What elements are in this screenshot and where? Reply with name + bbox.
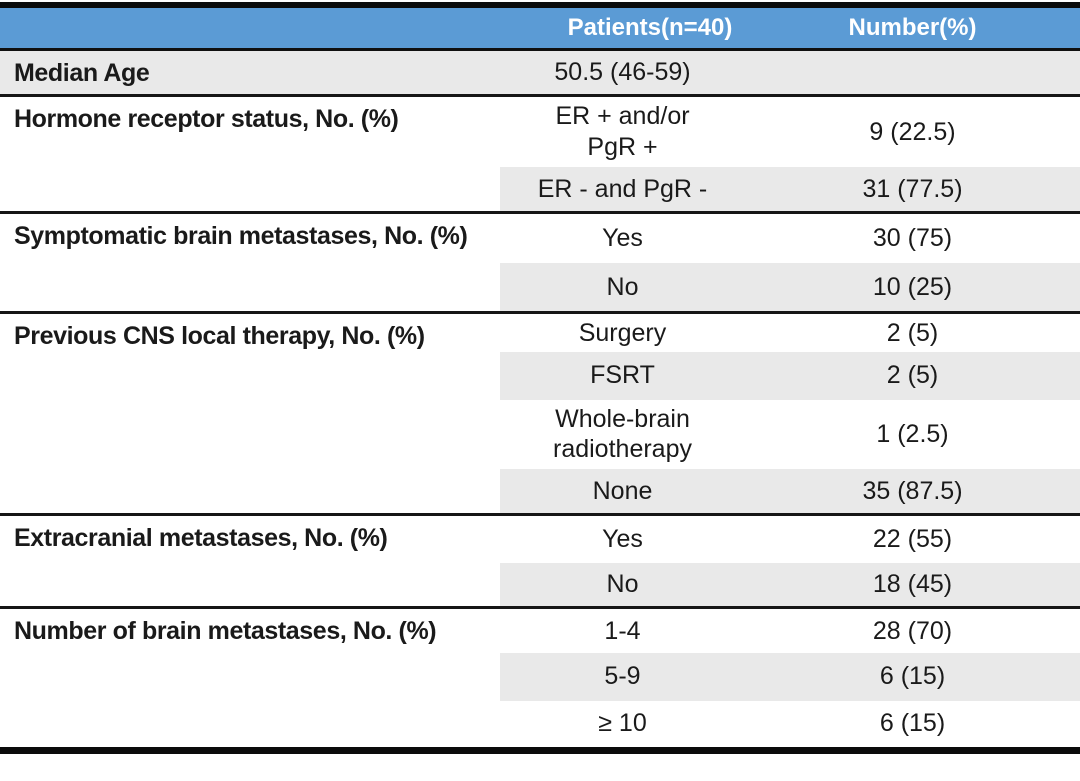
header-patients: Patients(n=40) [500,8,745,51]
row-label: Symptomatic brain metastases, No. (%) [0,212,500,313]
table-row: No 10 (25) [0,262,1080,313]
patients-cell: Surgery [500,312,745,352]
table-row: 5-9 6 (15) [0,652,1080,701]
patients-cell: 5-9 [500,652,745,701]
number-cell: 35 (87.5) [745,468,1080,515]
patient-characteristics-table: Patients(n=40) Number(%) Median Age 50.5… [0,8,1080,747]
number-cell: 22 (55) [745,514,1080,563]
number-cell: 2 (5) [745,351,1080,400]
table-row: FSRT 2 (5) [0,351,1080,400]
section-symptomatic-brain-metastases: Symptomatic brain metastases, No. (%) Ye… [0,212,1080,313]
patients-cell: ER - and PgR - [500,166,745,213]
section-extracranial-metastases: Extracranial metastases, No. (%) Yes 22 … [0,514,1080,608]
top-rule [0,2,1080,8]
header-empty-cell [0,8,500,51]
row-label: Hormone receptor status, No. (%) [0,95,500,213]
patients-cell: Yes [500,212,745,263]
table-row: Median Age 50.5 (46-59) [0,49,1080,96]
section-hormone-receptor-status: Hormone receptor status, No. (%) ER + an… [0,95,1080,213]
number-cell: 1 (2.5) [745,399,1080,469]
number-cell: 2 (5) [745,312,1080,352]
number-cell: 30 (75) [745,212,1080,263]
header-number: Number(%) [745,8,1080,51]
table-row: Hormone receptor status, No. (%) ER + an… [0,95,1080,213]
number-cell: 9 (22.5) [745,95,1080,167]
number-cell: 18 (45) [745,562,1080,608]
table-row: Whole-brain radiotherapy 1 (2.5) [0,399,1080,469]
table-header-row: Patients(n=40) Number(%) [0,8,1080,51]
number-cell [745,49,1080,96]
table-row: Symptomatic brain metastases, No. (%) Ye… [0,212,1080,313]
patients-cell: 50.5 (46-59) [500,49,745,96]
row-label: Number of brain metastases, No. (%) [0,607,500,747]
section-median-age: Median Age 50.5 (46-59) [0,49,1080,96]
patients-cell: Yes [500,514,745,563]
table-row: Previous CNS local therapy, No. (%) Surg… [0,312,1080,515]
table-header: Patients(n=40) Number(%) [0,8,1080,51]
patients-cell: No [500,262,745,313]
patients-cell: 1-4 [500,607,745,653]
number-cell: 10 (25) [745,262,1080,313]
number-cell: 6 (15) [745,652,1080,701]
patients-cell: No [500,562,745,608]
section-number-of-brain-metastases: Number of brain metastases, No. (%) 1-4 … [0,607,1080,747]
table-row: Number of brain metastases, No. (%) 1-4 … [0,607,1080,747]
patients-cell: None [500,468,745,515]
patients-cell: ≥ 10 [500,700,745,747]
number-cell: 28 (70) [745,607,1080,653]
table-row: Extracranial metastases, No. (%) Yes 22 … [0,514,1080,608]
bottom-rule [0,746,1080,754]
number-cell: 31 (77.5) [745,166,1080,213]
patients-cell: Whole-brain radiotherapy [500,399,745,469]
patients-cell: ER + and/or PgR + [500,95,745,167]
table-row: ER - and PgR - 31 (77.5) [0,166,1080,213]
table-row: ≥ 10 6 (15) [0,700,1080,747]
number-cell: 6 (15) [745,700,1080,747]
patients-cell: FSRT [500,351,745,400]
section-previous-cns-local-therapy: Previous CNS local therapy, No. (%) Surg… [0,312,1080,515]
row-label: Extracranial metastases, No. (%) [0,514,500,608]
row-label: Previous CNS local therapy, No. (%) [0,312,500,515]
table-row: No 18 (45) [0,562,1080,608]
row-label: Median Age [0,49,500,96]
table-row: None 35 (87.5) [0,468,1080,515]
